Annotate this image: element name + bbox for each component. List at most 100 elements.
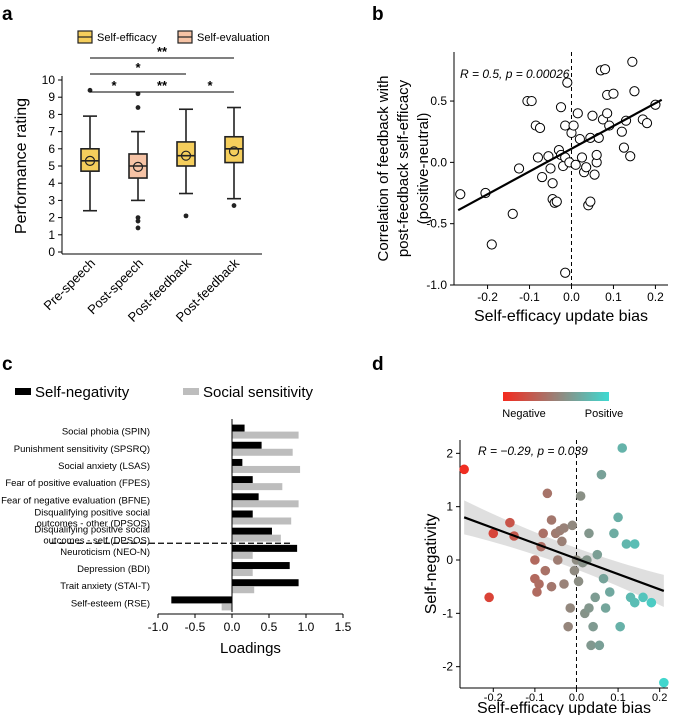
y-axis-label-line: (positive-neutral) <box>415 113 432 225</box>
scatter-point <box>613 512 623 523</box>
scatter-point <box>615 621 625 632</box>
scatter-point <box>570 159 581 170</box>
box-mean-marker <box>84 155 96 166</box>
x-tick-label: 1.0 <box>298 620 315 634</box>
bar-self-negativity <box>232 544 298 552</box>
box-outlier-point <box>135 218 141 224</box>
panel-a-boxplot: Self-efficacy Self-evaluation 0 1 2 3 4 5 6 7 8 9 10… <box>13 30 270 325</box>
significance-label: * <box>111 78 117 93</box>
y-tick-label: 1 <box>48 228 55 242</box>
y-tick-label: 0 <box>48 245 55 259</box>
box-body <box>80 148 100 172</box>
scatter-point <box>486 239 497 250</box>
scatter-point <box>572 108 583 119</box>
scatter-point <box>573 576 584 587</box>
legend-label: Self-evaluation <box>197 32 270 44</box>
scatter-point <box>559 523 569 533</box>
scatter-point <box>505 517 515 528</box>
scatter-point <box>568 120 579 131</box>
y-tick-label: 6 <box>48 142 55 156</box>
legend-label: Social sensitivity <box>203 384 314 401</box>
scatter-point <box>557 536 567 547</box>
scatter-point <box>459 464 469 475</box>
box-outlier-point <box>135 91 141 97</box>
x-tick-label: 0.1 <box>605 290 622 304</box>
bar-social-sensitivity <box>232 517 292 525</box>
category-label: Depression (BDI) <box>77 564 150 575</box>
y-axis-label-line: post-feedback self-efficacy <box>395 79 412 257</box>
panel-label-d: d <box>372 354 384 375</box>
y-tick-label: 4 <box>48 176 55 190</box>
bar-self-negativity <box>232 441 262 449</box>
y-tick-label: 0.5 <box>430 94 447 108</box>
bar-social-sensitivity <box>232 448 293 456</box>
box-outlier-point <box>135 225 141 231</box>
y-tick-label: 7 <box>48 125 55 139</box>
scatter-point <box>592 549 603 560</box>
scatter-point <box>587 110 598 121</box>
y-tick-label: 2 <box>446 446 453 460</box>
scatter-point <box>559 579 569 589</box>
scatter-point <box>560 267 571 278</box>
x-tick-label: 0.0 <box>224 620 241 634</box>
color-legend-bar <box>503 392 609 401</box>
scatter-point <box>585 196 596 207</box>
scatter-point <box>599 64 611 75</box>
bar-self-negativity <box>232 424 245 432</box>
scatter-point <box>534 579 544 589</box>
scatter-point <box>534 122 546 134</box>
bar-social-sensitivity <box>232 483 283 491</box>
regression-line <box>463 516 665 592</box>
category-label: Self-esteem (RSE) <box>71 598 150 609</box>
scatter-point <box>618 142 630 153</box>
scatter-point <box>569 565 580 576</box>
scatter-point <box>555 102 567 113</box>
scatter-point <box>627 56 638 67</box>
scatter-point <box>562 77 573 88</box>
scatter-point <box>629 597 640 608</box>
scatter-point <box>484 592 494 603</box>
scatter-point <box>596 469 607 480</box>
x-tick-label: 0.2 <box>647 290 664 304</box>
scatter-point <box>563 621 573 632</box>
stat-annotation: R = −0.29, p = 0.039 <box>478 444 588 458</box>
scatter-point <box>545 163 556 174</box>
scatter-point <box>621 539 632 549</box>
scatter-point <box>488 528 499 539</box>
scatter-point <box>604 587 615 597</box>
scatter-point <box>532 152 544 163</box>
x-tick-label: 0.0 <box>563 290 580 304</box>
panel-label-a: a <box>2 4 13 25</box>
box-outlier-point <box>135 105 141 110</box>
panel-label-c: c <box>2 354 13 375</box>
box-mean-marker <box>228 146 240 157</box>
scatter-point <box>537 171 548 183</box>
significance-label: * <box>135 60 141 75</box>
stat-annotation: R = 0.5, p = 0.00026 <box>460 67 570 81</box>
bar-self-negativity <box>232 493 259 501</box>
scatter-point <box>598 573 609 584</box>
significance-label: ** <box>157 44 168 59</box>
bar-self-negativity <box>232 476 253 484</box>
color-legend-high-label: Positive <box>585 408 624 420</box>
y-tick-label: 10 <box>42 73 56 87</box>
scatter-point <box>455 189 466 200</box>
bar-social-sensitivity <box>232 534 281 542</box>
scatter-point <box>575 491 586 501</box>
y-tick-label: -1 <box>442 606 453 620</box>
x-tick-label: 0.5 <box>261 620 278 634</box>
x-tick-label: -0.2 <box>477 290 498 304</box>
bar-social-sensitivity <box>232 551 253 559</box>
panel-d-scatter: Negative Positive -2 -1 0 1 2 -0.2 -0.1 0.0 0.1 0.2… <box>423 392 669 715</box>
x-tick-label: 0.1 <box>610 692 625 704</box>
scatter-point <box>507 208 518 219</box>
y-axis-label-line: Correlation of feedback with <box>375 76 392 262</box>
y-tick-label: 5 <box>48 159 55 173</box>
category-label-line: Disqualifying positive social <box>34 508 150 519</box>
y-tick-label: 9 <box>48 90 55 104</box>
x-axis-label: Self-efficacy update bias <box>474 308 648 325</box>
scatter-point <box>584 528 594 539</box>
scatter-point <box>532 587 542 597</box>
y-tick-label: 2 <box>48 211 55 225</box>
y-tick-label: -1.0 <box>426 278 447 292</box>
